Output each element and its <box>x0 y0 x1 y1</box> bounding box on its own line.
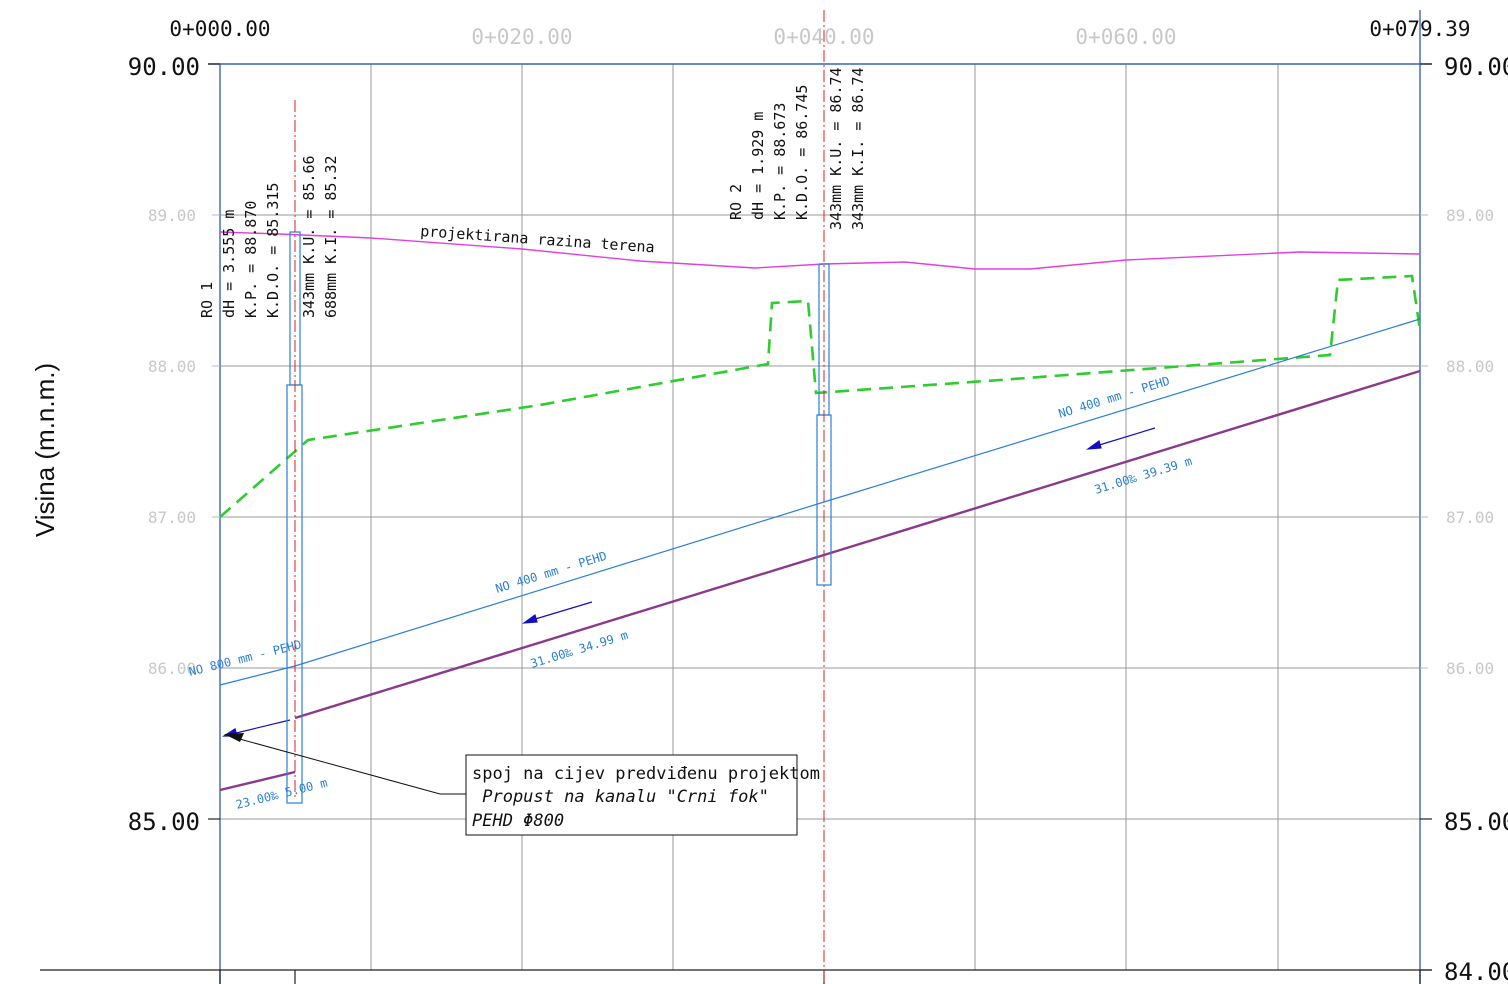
pipe-labels: NO 400 mm - PEHD 31.00‰ 34.99 m NO 400 m… <box>187 374 1193 812</box>
connection-note: spoj na cijev predviđenu projektom Propu… <box>224 733 820 836</box>
elevation-89-left: 89.00 <box>148 206 196 225</box>
pipe-seg1-slope: 31.00‰ 34.99 m <box>529 628 630 671</box>
ro2-kdo: K.D.O. = 86.745 <box>793 85 811 220</box>
note-line-3: PEHD Φ800 <box>472 811 564 831</box>
chainage-labels: 0+000.00 0+020.00 0+040.00 0+060.00 0+07… <box>169 17 1470 49</box>
manhole-ro2-labels: RO 2 dH = 1.929 m K.P. = 88.673 K.D.O. =… <box>727 67 867 230</box>
y-axis-label: Visina (m.n.m.) <box>30 363 60 537</box>
pipe-seg2-slope: 31.00‰ 39.39 m <box>1093 454 1194 497</box>
ro1-ku: 343mm K.U. = 85.66 <box>300 155 318 318</box>
pipe-seg1-label: NO 400 mm - PEHD <box>494 549 609 596</box>
elevation-88-left: 88.00 <box>148 357 196 376</box>
pipe-crown-lines <box>219 318 1421 686</box>
elevation-87-right: 87.00 <box>1446 508 1494 527</box>
ro1-dh: dH = 3.555 m <box>220 210 238 318</box>
elevation-84-right: 84.00 <box>1444 958 1508 984</box>
ro2-name: RO 2 <box>727 184 745 220</box>
elevation-88-right: 88.00 <box>1446 357 1494 376</box>
pipe-invert-lines <box>219 369 1421 792</box>
chainage-20: 0+020.00 <box>471 25 572 49</box>
frame <box>40 10 1432 984</box>
note-box <box>465 754 798 836</box>
ro1-ki: 688mm K.I. = 85.32 <box>322 155 340 318</box>
note-line-2: Propust na kanalu "Crni fok" <box>472 787 769 807</box>
ro2-ku: 343mm K.U. = 86.74 <box>827 67 845 230</box>
ro2-dh: dH = 1.929 m <box>749 112 767 220</box>
elevation-87-left: 87.00 <box>148 508 196 527</box>
ground-line <box>219 274 1422 518</box>
pipe-seg2-label: NO 400 mm - PEHD <box>1057 374 1172 421</box>
elevation-86-right: 86.00 <box>1446 659 1494 678</box>
ro2-kp: K.P. = 88.673 <box>771 103 789 220</box>
elevation-labels: 90.00 90.00 89.00 89.00 88.00 88.00 87.0… <box>128 53 1508 984</box>
grid <box>220 64 1420 970</box>
chainage-60: 0+060.00 <box>1075 25 1176 49</box>
flow-arrows <box>221 427 1156 737</box>
elevation-90-right: 90.00 <box>1444 53 1508 81</box>
elevation-85-left: 85.00 <box>128 808 200 836</box>
note-leader-arrow <box>224 733 244 742</box>
chainage-start: 0+000.00 <box>169 17 270 41</box>
note-leader <box>235 737 466 795</box>
chainage-end: 0+079.39 <box>1369 17 1470 41</box>
elevation-86-left: 86.00 <box>148 659 196 678</box>
ro2-ki: 343mm K.I. = 86.74 <box>849 67 867 230</box>
ro1-kp: K.P. = 88.870 <box>242 201 260 318</box>
elevation-90-left: 90.00 <box>128 53 200 81</box>
manhole-ro1-labels: RO 1 dH = 3.555 m K.P. = 88.870 K.D.O. =… <box>198 155 340 318</box>
pipe-seg0-slope: 23.00‰ 5.00 m <box>234 776 329 812</box>
elevation-85-right: 85.00 <box>1444 808 1508 836</box>
elevation-89-right: 89.00 <box>1446 206 1494 225</box>
ro1-name: RO 1 <box>198 282 216 318</box>
pipe-seg0-label: NO 800 mm - PEHD <box>187 637 303 679</box>
note-line-1: spoj na cijev predviđenu projektom <box>472 764 820 784</box>
ro1-kdo: K.D.O. = 85.315 <box>264 183 282 318</box>
